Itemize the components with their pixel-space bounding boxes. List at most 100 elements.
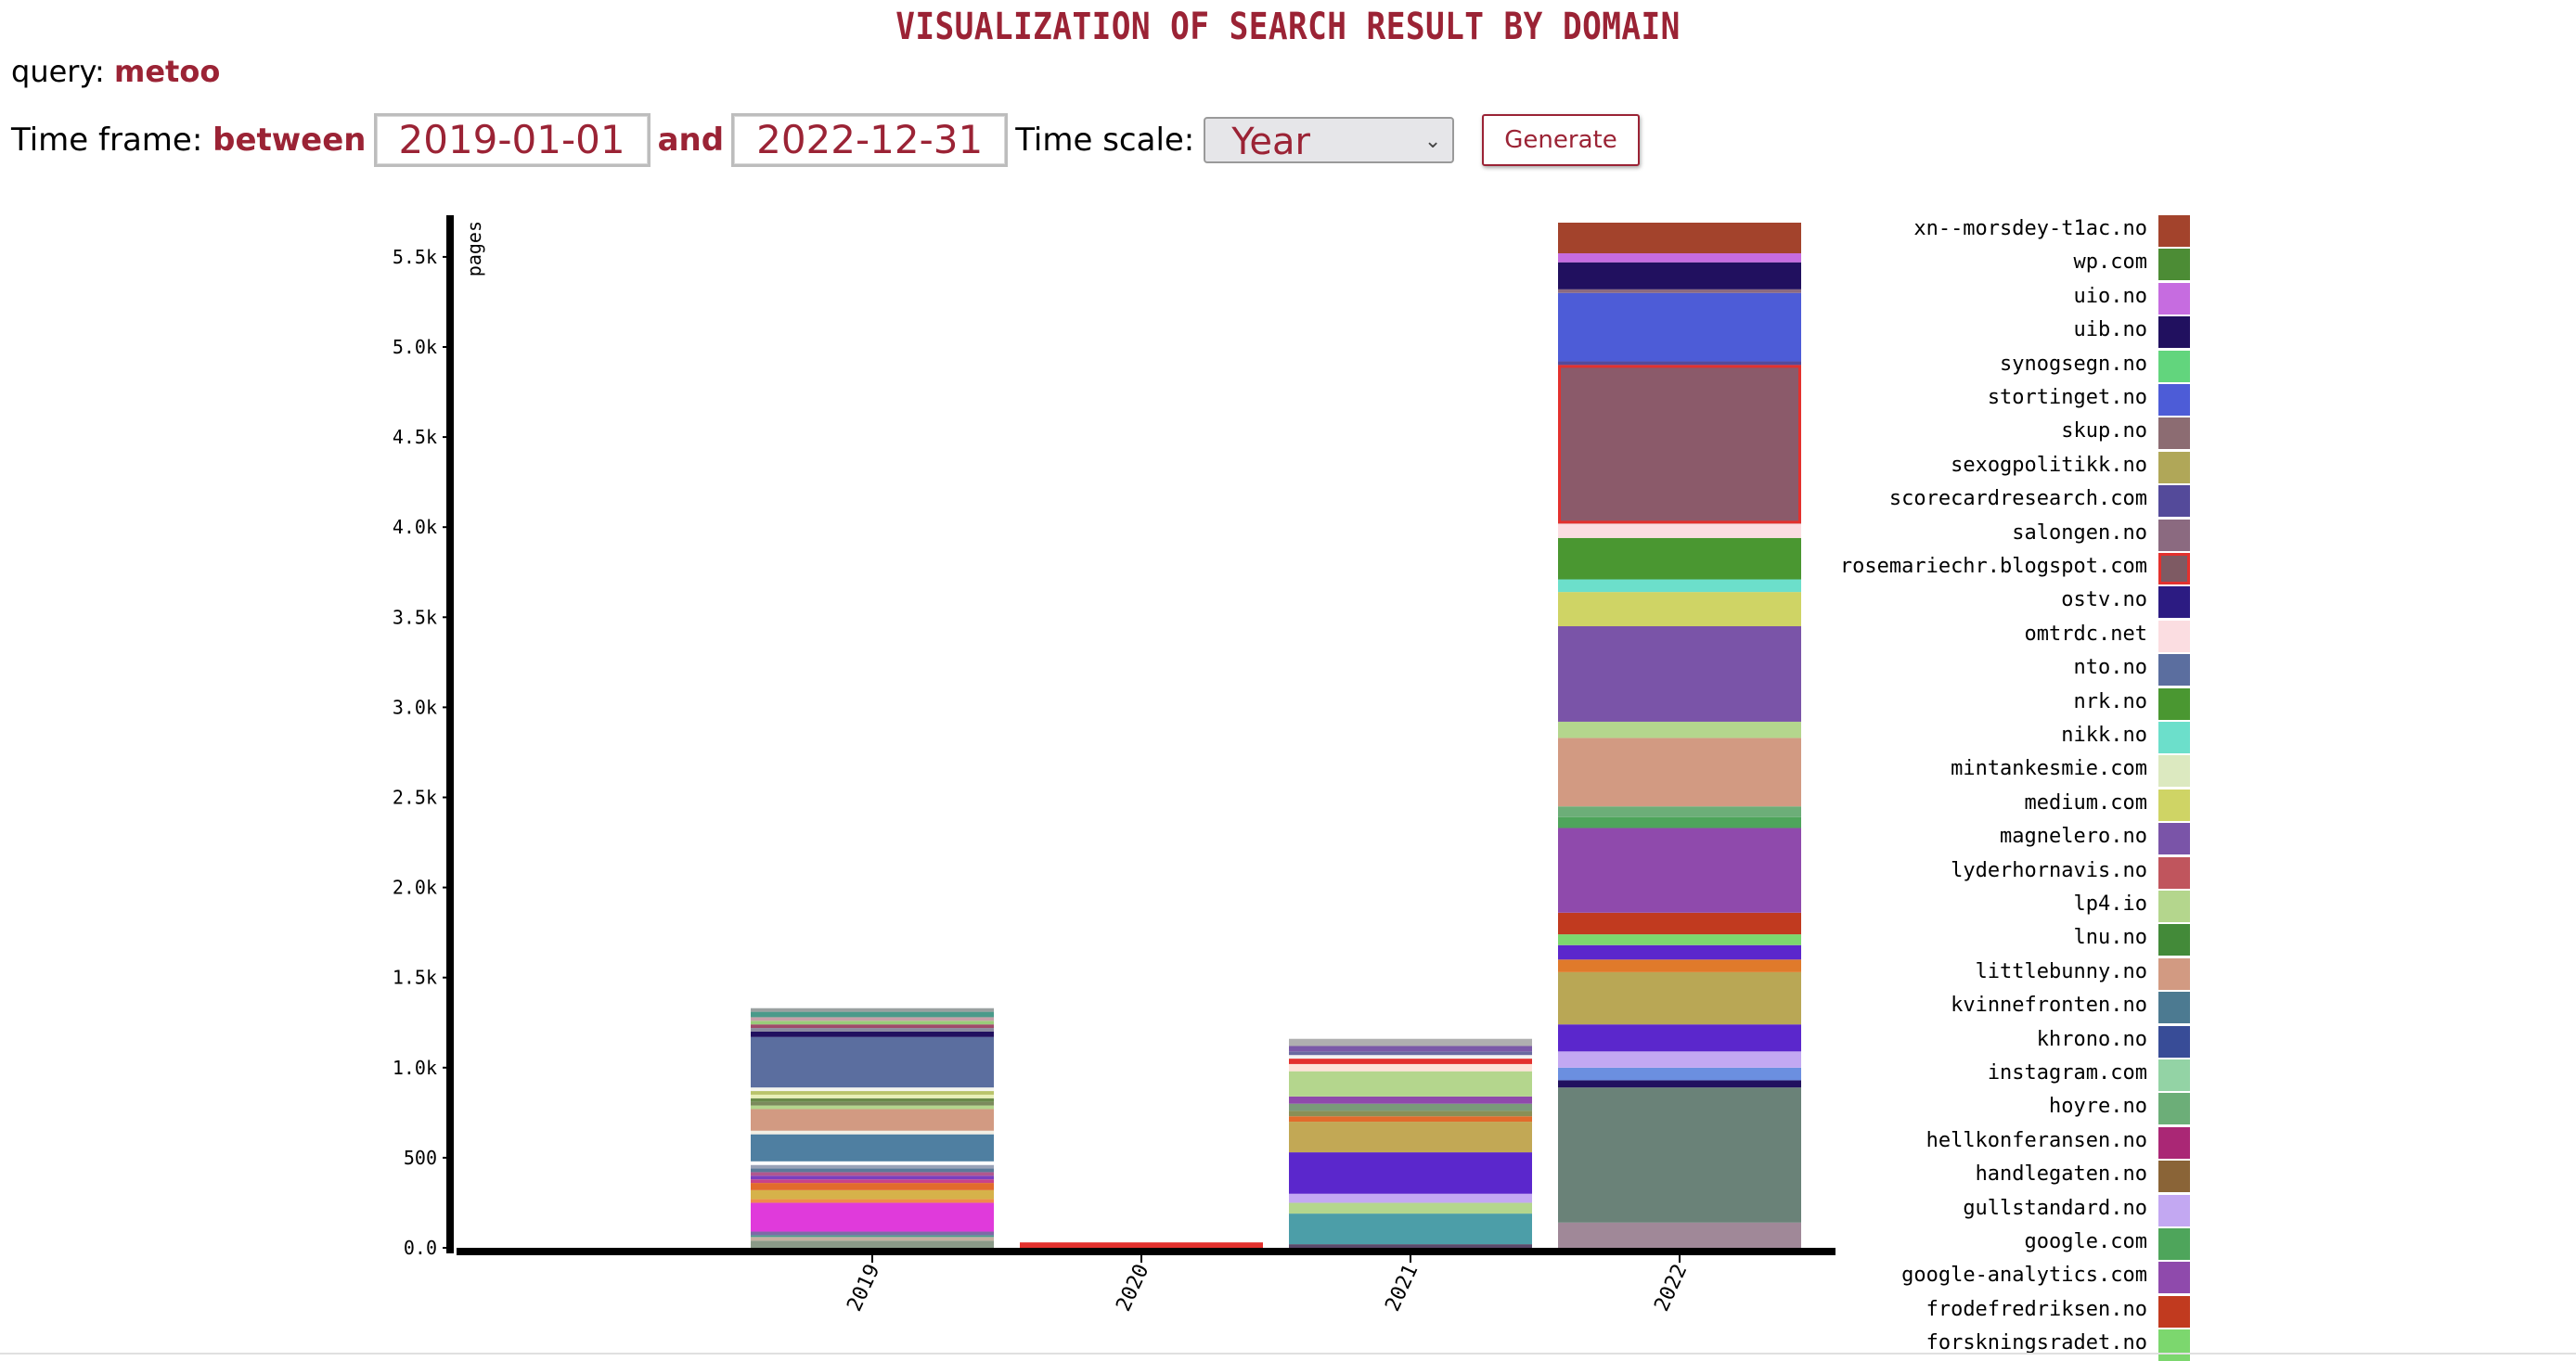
- start-date-input[interactable]: 2019-01-01: [373, 113, 650, 167]
- bar-segment-2022[interactable]: [1558, 292, 1801, 362]
- bar-segment-2019[interactable]: [751, 1231, 994, 1236]
- bar-segment-2022[interactable]: [1558, 523, 1801, 538]
- bar-segment-2022[interactable]: [1558, 912, 1801, 935]
- bar-segment-2021[interactable]: [1289, 1038, 1532, 1046]
- bar-segment-2022[interactable]: [1558, 828, 1801, 913]
- bar-segment-2019[interactable]: [751, 1031, 994, 1037]
- bar-segment-2022[interactable]: [1558, 289, 1801, 293]
- legend-item[interactable]: gullstandard.no: [1819, 1194, 2190, 1226]
- bar-segment-2021[interactable]: [1289, 1152, 1532, 1194]
- legend-item[interactable]: uio.no: [1819, 282, 2190, 315]
- bar-segment-2022[interactable]: [1558, 721, 1801, 738]
- legend-item[interactable]: kvinnefronten.no: [1819, 992, 2190, 1024]
- bar-segment-2019[interactable]: [751, 1183, 994, 1190]
- bar-segment-2022[interactable]: [1558, 959, 1801, 972]
- bar-segment-2019[interactable]: [751, 1087, 994, 1092]
- bar-segment-2019[interactable]: [751, 1028, 994, 1032]
- legend-item[interactable]: ostv.no: [1819, 586, 2190, 619]
- bar-segment-2021[interactable]: [1289, 1063, 1532, 1072]
- legend-item[interactable]: lyderhornavis.no: [1819, 856, 2190, 889]
- legend-item[interactable]: synogsegn.no: [1819, 350, 2190, 382]
- bar-segment-2021[interactable]: [1289, 1244, 1532, 1248]
- bar-segment-2019[interactable]: [751, 1105, 994, 1110]
- generate-button[interactable]: Generate: [1482, 114, 1640, 166]
- bar-segment-2021[interactable]: [1289, 1046, 1532, 1052]
- time-scale-select[interactable]: Year ⌄: [1204, 117, 1455, 163]
- legend-item[interactable]: wp.com: [1819, 249, 2190, 281]
- legend-item[interactable]: medium.com: [1819, 789, 2190, 821]
- legend-item[interactable]: omtrdc.net: [1819, 620, 2190, 652]
- bar-segment-2022[interactable]: [1558, 816, 1801, 828]
- legend-item[interactable]: skup.no: [1819, 417, 2190, 450]
- bar-segment-2019[interactable]: [751, 1161, 994, 1165]
- bar-segment-2022[interactable]: [1558, 361, 1801, 366]
- legend-item[interactable]: frodefredriksen.no: [1819, 1295, 2190, 1328]
- bar-segment-2019[interactable]: [751, 1179, 994, 1184]
- bar-segment-2022[interactable]: [1558, 223, 1801, 254]
- bar-segment-2019[interactable]: [751, 1172, 994, 1176]
- bar-segment-2022[interactable]: [1558, 537, 1801, 580]
- bar-segment-2022[interactable]: [1558, 944, 1801, 960]
- bar-segment-2022[interactable]: [1558, 1024, 1801, 1052]
- legend-item[interactable]: uib.no: [1819, 316, 2190, 349]
- end-date-input[interactable]: 2022-12-31: [731, 113, 1009, 167]
- bar-segment-2022[interactable]: [1558, 1222, 1801, 1248]
- legend-item[interactable]: mintankesmie.com: [1819, 755, 2190, 788]
- bar-segment-2021[interactable]: [1289, 1213, 1532, 1245]
- legend-item[interactable]: magnelero.no: [1819, 823, 2190, 855]
- bar-segment-2021[interactable]: [1289, 1103, 1532, 1111]
- legend-item[interactable]: google-analytics.com: [1819, 1262, 2190, 1294]
- bar-segment-2022[interactable]: [1558, 365, 1801, 524]
- bar-segment-2022[interactable]: [1558, 579, 1801, 593]
- bar-segment-2022[interactable]: [1558, 1051, 1801, 1068]
- bar-segment-2021[interactable]: [1289, 1055, 1532, 1059]
- legend-item[interactable]: rosemariechr.blogspot.com: [1819, 553, 2190, 584]
- legend-item[interactable]: handlegaten.no: [1819, 1161, 2190, 1193]
- legend-item[interactable]: nrk.no: [1819, 687, 2190, 720]
- bar-segment-2019[interactable]: [751, 1091, 994, 1095]
- bar-segment-2019[interactable]: [751, 1189, 994, 1200]
- legend-item[interactable]: nikk.no: [1819, 722, 2190, 753]
- bar-segment-2019[interactable]: [751, 1098, 994, 1102]
- bar-segment-2022[interactable]: [1558, 1067, 1801, 1081]
- bar-segment-2019[interactable]: [751, 1202, 994, 1232]
- bar-segment-2022[interactable]: [1558, 253, 1801, 263]
- bar-segment-2019[interactable]: [751, 1036, 994, 1088]
- bar-segment-2021[interactable]: [1289, 1202, 1532, 1214]
- bar-segment-2019[interactable]: [751, 1130, 994, 1135]
- bar-segment-2022[interactable]: [1558, 806, 1801, 817]
- bar-segment-2019[interactable]: [751, 1021, 994, 1025]
- bar-segment-2022[interactable]: [1558, 262, 1801, 289]
- bar-segment-2019[interactable]: [751, 1094, 994, 1098]
- bar-segment-2019[interactable]: [751, 1011, 994, 1018]
- legend-item[interactable]: nto.no: [1819, 654, 2190, 687]
- legend-item[interactable]: google.com: [1819, 1228, 2190, 1260]
- legend-item[interactable]: forskningsradet.no: [1819, 1329, 2190, 1361]
- bar-segment-2022[interactable]: [1558, 934, 1801, 945]
- bar-segment-2022[interactable]: [1558, 738, 1801, 807]
- legend-item[interactable]: lp4.io: [1819, 891, 2190, 922]
- legend-item[interactable]: khrono.no: [1819, 1025, 2190, 1058]
- bar-segment-2019[interactable]: [751, 1164, 994, 1169]
- bar-segment-2022[interactable]: [1558, 971, 1801, 1025]
- legend-item[interactable]: littlebunny.no: [1819, 957, 2190, 990]
- bar-segment-2021[interactable]: [1289, 1059, 1532, 1064]
- bar-segment-2021[interactable]: [1289, 1071, 1532, 1097]
- bar-segment-2021[interactable]: [1289, 1116, 1532, 1123]
- bar-segment-2021[interactable]: [1289, 1122, 1532, 1153]
- legend-item[interactable]: salongen.no: [1819, 519, 2190, 551]
- bar-segment-2019[interactable]: [751, 1101, 994, 1106]
- bar-segment-2021[interactable]: [1289, 1096, 1532, 1104]
- legend-item[interactable]: xn--morsdey-t1ac.no: [1819, 215, 2190, 247]
- legend-item[interactable]: instagram.com: [1819, 1059, 2190, 1091]
- legend-item[interactable]: sexogpolitikk.no: [1819, 451, 2190, 483]
- bar-segment-2022[interactable]: [1558, 1087, 1801, 1223]
- legend-item[interactable]: lnu.no: [1819, 924, 2190, 957]
- bar-segment-2021[interactable]: [1289, 1193, 1532, 1203]
- bar-segment-2019[interactable]: [751, 1134, 994, 1162]
- bar-segment-2019[interactable]: [751, 1199, 994, 1203]
- bar-segment-2019[interactable]: [751, 1168, 994, 1173]
- bar-segment-2020[interactable]: [1020, 1242, 1263, 1248]
- bar-segment-2019[interactable]: [751, 1235, 994, 1238]
- bar-segment-2022[interactable]: [1558, 592, 1801, 627]
